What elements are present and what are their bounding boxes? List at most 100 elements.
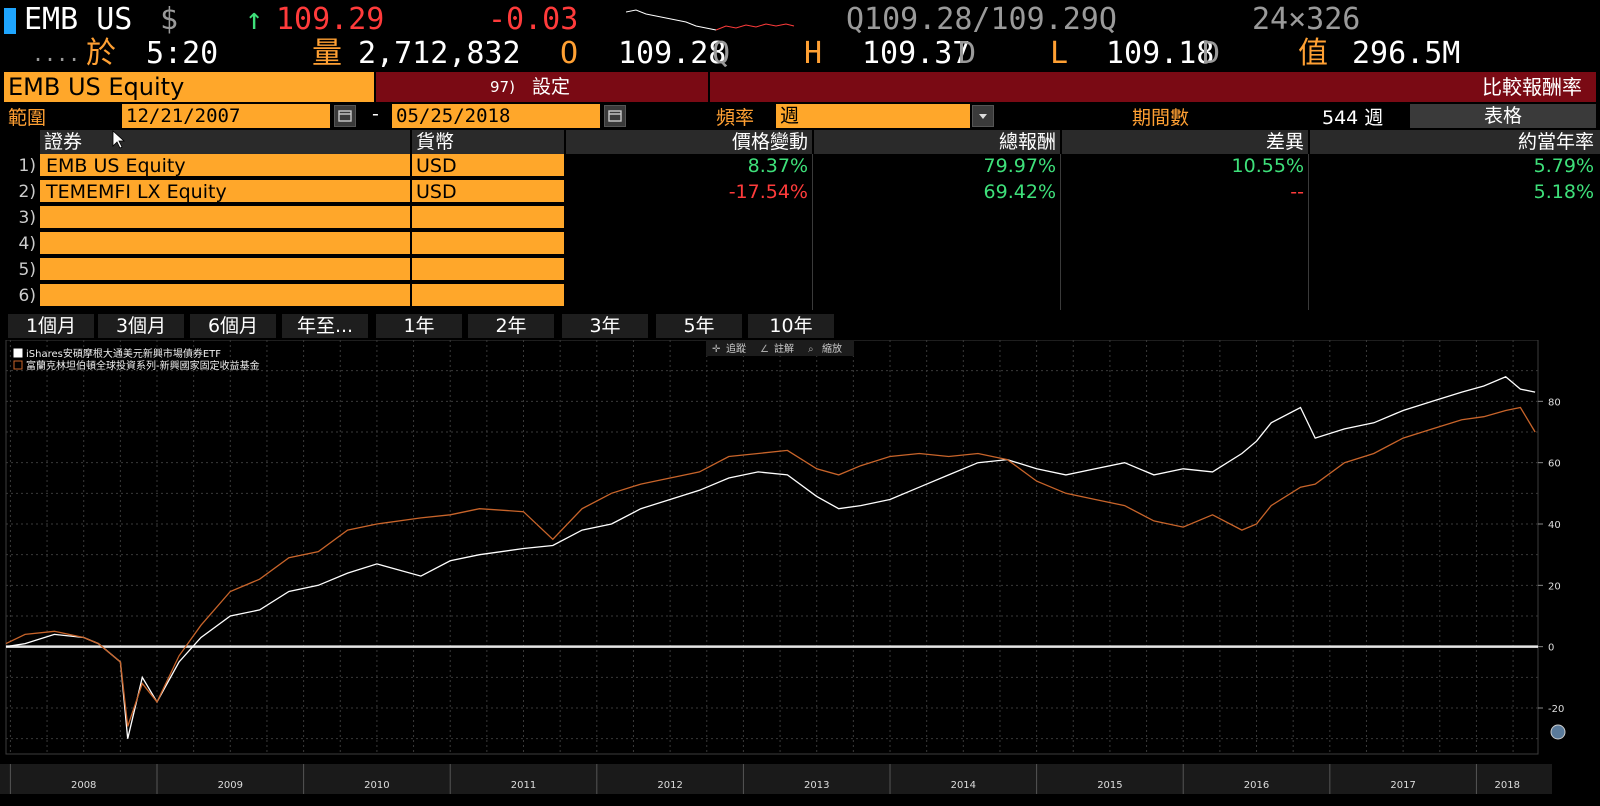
total-return-cell: 69.42%: [983, 181, 1056, 203]
table-view-button[interactable]: 表格: [1410, 104, 1596, 128]
chart-tool-label[interactable]: 追蹤: [726, 342, 746, 355]
volume-label: 量: [312, 36, 342, 71]
currency-cell[interactable]: [412, 232, 564, 256]
period-button[interactable]: 6個月: [190, 314, 276, 338]
currency-cell[interactable]: USD: [412, 154, 564, 178]
col-header-price-change[interactable]: 價格變動: [566, 130, 812, 154]
legend-label: iShares安碩摩根大通美元新興市場債券ETF: [26, 347, 221, 360]
difference-cell: [1062, 258, 1308, 282]
bid-ask-quote: Q109.28/109.29Q: [846, 2, 1117, 37]
column-divider: [1308, 154, 1309, 310]
x-tick-label: 2016: [1244, 780, 1269, 791]
chart-tool-label[interactable]: 縮放: [822, 342, 842, 355]
ticker-symbol[interactable]: EMB US: [24, 2, 133, 37]
x-tick-label: 2018: [1494, 780, 1519, 791]
period-button[interactable]: 1年: [376, 314, 462, 338]
difference-cell: --: [1290, 181, 1304, 203]
col-header-annualized[interactable]: 約當年率: [1310, 130, 1600, 154]
bid-ask-size: 24×326: [1252, 2, 1361, 37]
start-calendar-icon[interactable]: [334, 105, 356, 127]
total-return-cell: 79.97%: [983, 155, 1056, 177]
low-value: 109.18: [1106, 36, 1215, 71]
period-button[interactable]: 1個月: [8, 314, 94, 338]
legend-label: 富蘭克林坦伯頓全球投資系列-新興國家固定收益基金: [26, 359, 260, 372]
settings-button[interactable]: 97) 設定: [376, 72, 708, 102]
filters-row: 範圍 12/21/2007 - 05/25/2018 頻率 週 期間數 544 …: [0, 103, 1600, 129]
chart-toolbar: [706, 340, 854, 356]
difference-cell: [1062, 284, 1308, 308]
difference-cell: [1062, 232, 1308, 256]
x-tick-label: 2015: [1097, 780, 1122, 791]
chart-area: -20 0 20 40 60 80 2008 2009 2010 2011 2012 2013 2014…: [0, 339, 1600, 802]
dots-icon: ....: [32, 42, 81, 66]
annualized-cell: [1310, 258, 1600, 282]
total-return-cell: [814, 206, 1060, 230]
period-button[interactable]: 2年: [468, 314, 554, 338]
total-return-cell: [814, 258, 1060, 282]
open-label: O: [560, 36, 579, 71]
period-button[interactable]: 3個月: [98, 314, 184, 338]
start-date-field[interactable]: 12/21/2007: [122, 104, 330, 128]
col-header-total-return[interactable]: 總報酬: [814, 130, 1060, 154]
currency-cell[interactable]: [412, 258, 564, 282]
col-header-currency[interactable]: 貨幣: [412, 130, 564, 154]
function-title: 比較報酬率: [710, 72, 1596, 102]
annualized-cell: [1310, 232, 1600, 256]
returns-table: 證券 貨幣 價格變動 總報酬 差異 約當年率 1) EMB US Equity US…: [0, 130, 1600, 312]
period-button[interactable]: 年至...: [282, 314, 368, 338]
end-calendar-icon[interactable]: [604, 105, 626, 127]
x-axis-band: [0, 764, 1552, 794]
column-divider: [812, 154, 813, 310]
settings-number: 97): [490, 78, 515, 96]
date-separator: -: [372, 103, 379, 125]
series-line-tememfi: [5, 406, 1536, 727]
security-cell[interactable]: [40, 284, 410, 308]
high-value: 109.37: [862, 36, 971, 71]
column-divider: [1060, 154, 1061, 310]
value-label: 值: [1298, 36, 1328, 71]
security-cell[interactable]: TEMEMFI LX Equity: [40, 180, 410, 204]
x-tick-label: 2008: [71, 780, 96, 791]
price-change-cell: -17.54%: [728, 181, 808, 203]
security-cell[interactable]: [40, 232, 410, 256]
period-button[interactable]: 5年: [656, 314, 742, 338]
x-tick-label: 2011: [511, 780, 536, 791]
settings-label: 設定: [532, 76, 571, 98]
scroll-handle-icon[interactable]: [1550, 724, 1566, 740]
period-button[interactable]: 3年: [562, 314, 648, 338]
chart-tool-icon: ∠: [760, 344, 769, 355]
col-header-security[interactable]: 證券: [40, 130, 410, 154]
traded-value: 296.5M: [1352, 36, 1461, 71]
volume-value: 2,712,832: [358, 36, 521, 71]
col-header-difference[interactable]: 差異: [1062, 130, 1308, 154]
active-tab-marker: [4, 8, 16, 34]
series-line-emb: [5, 376, 1536, 739]
time-label: 於: [86, 36, 116, 71]
security-cell[interactable]: EMB US Equity: [40, 154, 410, 178]
periods-value: 544 週: [1322, 107, 1384, 129]
currency-cell[interactable]: USD: [412, 180, 564, 204]
chevron-down-icon[interactable]: [972, 105, 994, 127]
currency-cell[interactable]: [412, 206, 564, 230]
high-source: D: [958, 36, 977, 71]
last-price: 109.29: [276, 2, 385, 37]
x-tick-label: 2010: [364, 780, 389, 791]
security-field[interactable]: EMB US Equity: [4, 72, 374, 102]
security-cell[interactable]: [40, 258, 410, 282]
annualized-cell: 5.79%: [1533, 155, 1594, 177]
price-change-cell: [566, 206, 812, 230]
price-change-cell: [566, 258, 812, 282]
security-cell[interactable]: [40, 206, 410, 230]
end-date-field[interactable]: 05/25/2018: [392, 104, 600, 128]
comparison-chart[interactable]: -20 0 20 40 60 80 2008 2009 2010 2011 2012 2013 2014…: [0, 339, 1600, 802]
period-button[interactable]: 10年: [748, 314, 834, 338]
chart-tool-label[interactable]: 註解: [774, 342, 794, 355]
low-label: L: [1050, 36, 1069, 71]
currency-cell[interactable]: [412, 284, 564, 308]
legend-swatch: [13, 360, 23, 370]
frequency-select[interactable]: 週: [776, 104, 970, 128]
intraday-sparkline: [626, 9, 795, 31]
open-source: Q: [712, 36, 731, 71]
y-tick-label: 60: [1548, 459, 1561, 470]
x-tick-label: 2012: [657, 780, 682, 791]
